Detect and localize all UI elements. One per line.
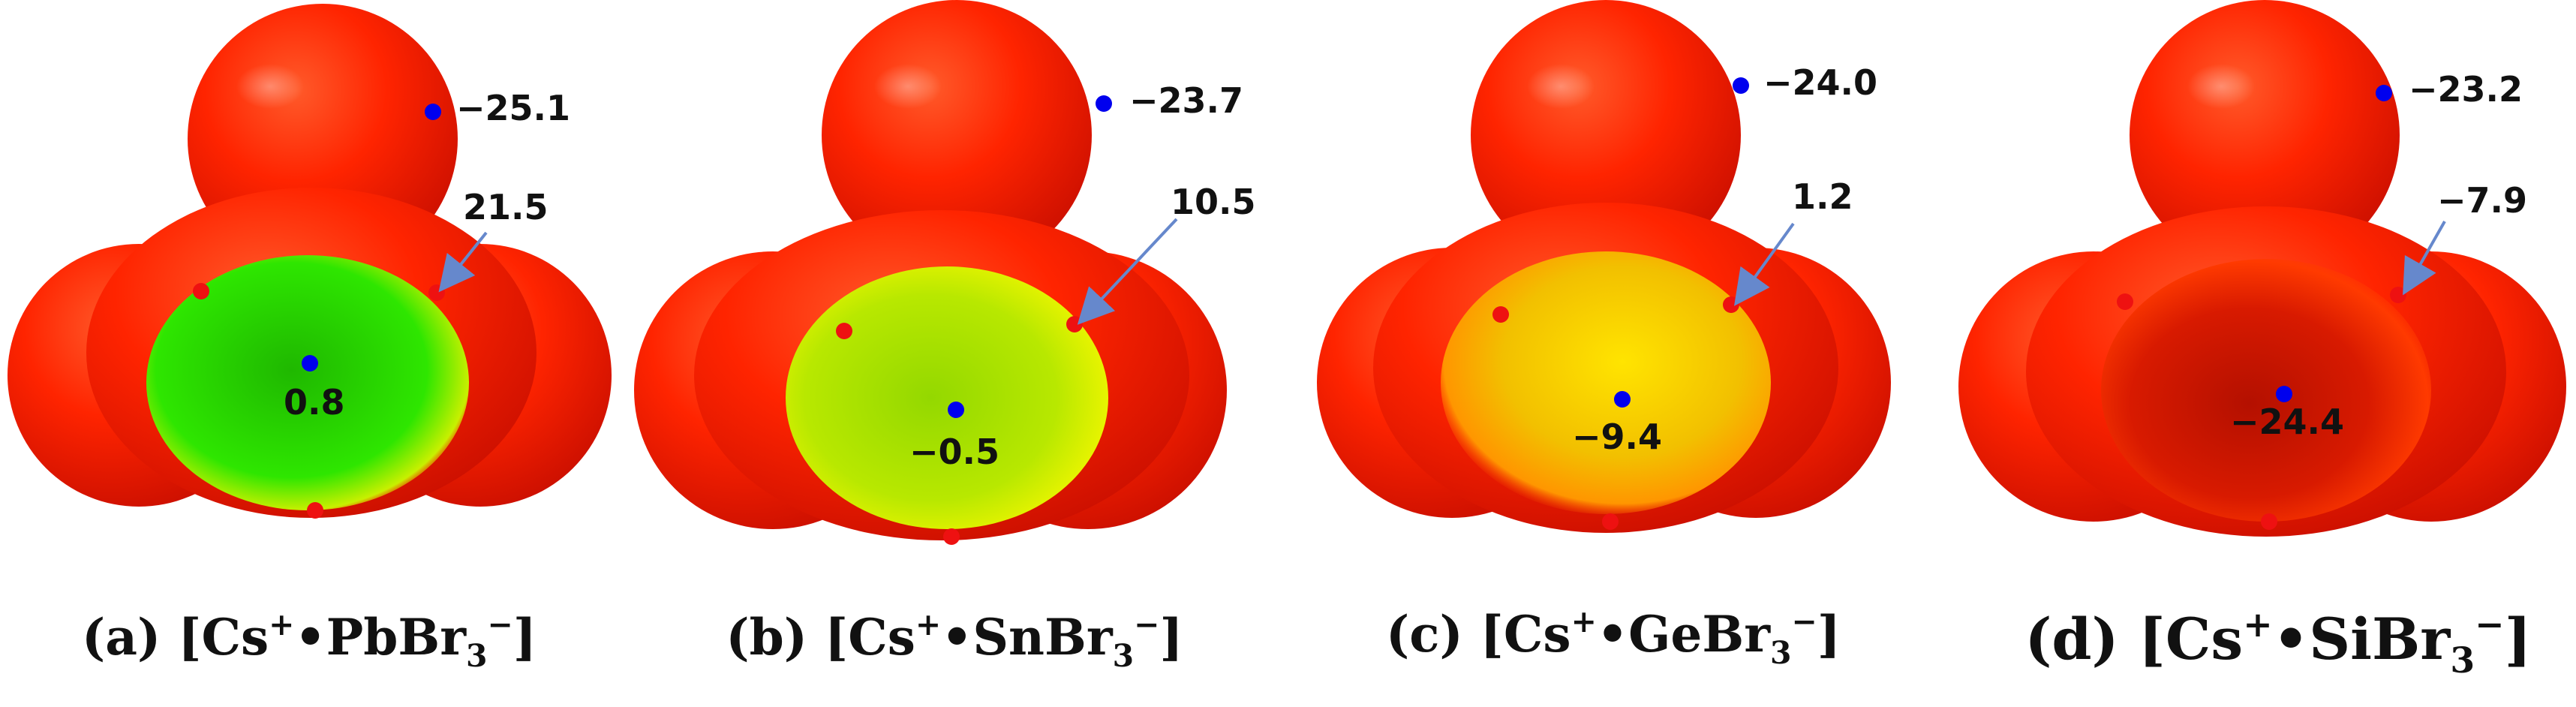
min-point-marker <box>948 402 964 418</box>
panel-c: −24.0 1.2 −9.4 (c) [Cs+•GeBr3−] <box>1317 0 1891 671</box>
max-point-marker <box>836 323 852 339</box>
min-point-marker <box>302 355 318 372</box>
max-point-marker <box>2117 293 2133 310</box>
esp-value-center: −24.4 <box>2230 402 2344 442</box>
min-point-marker <box>1096 95 1112 112</box>
max-point-marker <box>2390 287 2406 303</box>
max-point-marker <box>307 502 323 519</box>
esp-value-top: −25.1 <box>456 88 570 128</box>
molecule-surface <box>634 0 1227 540</box>
panel-b: −23.7 10.5 −0.5 (b) [Cs+•SnBr3−] <box>634 0 1256 674</box>
max-point-marker <box>428 284 445 301</box>
max-point-marker <box>943 528 960 545</box>
max-point-marker <box>1492 306 1509 323</box>
min-point-marker <box>2276 386 2292 402</box>
max-point-marker <box>1066 316 1083 332</box>
panel-a: −25.1 21.5 0.8 (a) [Cs+•PbBr3−] <box>8 4 612 674</box>
esp-value-arrow: 1.2 <box>1792 176 1853 217</box>
pointer-arrow <box>1733 222 1795 306</box>
min-point-marker <box>1733 77 1749 94</box>
panel-caption: (c) [Cs+•GeBr3−] <box>1386 603 1841 671</box>
min-point-marker <box>425 104 441 120</box>
panel-caption: (a) [Cs+•PbBr3−] <box>82 606 537 674</box>
pointer-arrow <box>438 231 488 293</box>
esp-value-center: −0.5 <box>909 432 999 472</box>
molecule-surface <box>1958 0 2566 537</box>
max-point-marker <box>1723 296 1739 313</box>
max-point-marker <box>1602 513 1619 530</box>
pointer-arrow <box>2403 221 2446 296</box>
esp-value-arrow: 10.5 <box>1171 182 1256 222</box>
panel-d: −23.2 −7.9 −24.4 (d) [Cs+•SiBr3−] <box>1958 0 2566 681</box>
pointer-arrow <box>1077 218 1178 325</box>
esp-value-top: −23.7 <box>1129 80 1243 121</box>
esp-value-center: 0.8 <box>284 382 345 423</box>
esp-value-arrow: −7.9 <box>2437 180 2527 221</box>
max-point-marker <box>2261 513 2277 530</box>
esp-value-top: −23.2 <box>2409 69 2523 110</box>
molecule-surface <box>1317 0 1891 533</box>
max-point-marker <box>193 283 209 299</box>
panel-caption: (b) [Cs+•SnBr3−] <box>726 606 1183 674</box>
min-point-marker <box>2376 85 2392 101</box>
molecule-surface <box>8 4 612 518</box>
esp-value-arrow: 21.5 <box>463 187 549 227</box>
min-point-marker <box>1614 391 1631 408</box>
esp-value-top: −24.0 <box>1763 62 1877 103</box>
esp-value-center: −9.4 <box>1572 417 1662 457</box>
panel-caption: (d) [Cs+•SiBr3−] <box>2024 604 2531 681</box>
